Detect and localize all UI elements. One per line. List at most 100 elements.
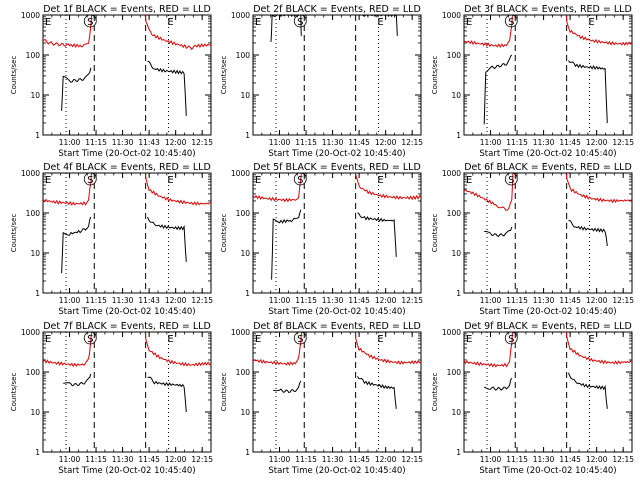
x-tick-label: 12:00 (375, 296, 397, 305)
plot-frame (42, 172, 212, 294)
plot-frame (42, 331, 212, 453)
start-marker-circle (504, 14, 518, 28)
x-tick-label: 11:15 (506, 455, 528, 464)
series-group (464, 15, 632, 125)
start-marker-circle (83, 172, 97, 186)
y-tick-label: 1 (35, 131, 40, 140)
series-line-lld-1 (43, 173, 92, 206)
x-tick-label: 11:00 (269, 138, 291, 147)
y-tick-label: 1 (35, 448, 40, 457)
x-axis-title: Start Time (20-Oct-02 10:45:40) (479, 307, 616, 317)
end-marker-label: E (588, 334, 594, 345)
x-tick-label: 11:15 (506, 138, 528, 147)
plot-frame (252, 331, 422, 453)
x-tick-label: 11:30 (322, 296, 344, 305)
x-tick-label: 11:15 (295, 138, 317, 147)
y-tick-label: 100 (447, 368, 462, 377)
y-tick-label: 10 (30, 249, 40, 258)
series-group (43, 332, 211, 413)
x-tick-label: 11:30 (322, 455, 344, 464)
x-axis-title: Start Time (20-Oct-02 10:45:40) (268, 466, 405, 476)
y-tick-label: 1 (35, 289, 40, 298)
x-tick-label: 11:30 (533, 296, 555, 305)
start-marker-circle (293, 14, 307, 28)
series-line-lld-1 (253, 332, 302, 367)
y-tick-label: 1 (245, 448, 250, 457)
series-line-events-1 (484, 226, 513, 238)
end-marker-label: E (588, 17, 594, 28)
panel-title: Det 3f BLACK = Events, RED = LLD (464, 4, 632, 15)
x-axis-title: Start Time (20-Oct-02 10:45:40) (479, 466, 616, 476)
x-tick-label: 12:00 (165, 138, 187, 147)
left-end-marker-label: E (466, 17, 472, 28)
series-line-events-1 (61, 67, 92, 111)
y-axis-title: Counts/sec (10, 56, 18, 95)
series-line-lld-2 (354, 173, 421, 201)
start-marker-circle (504, 172, 518, 186)
start-marker-circle (293, 172, 307, 186)
x-tick-label: 12:15 (191, 455, 213, 464)
x-tick-label: 11:45 (348, 296, 370, 305)
y-tick-label: 1000 (231, 11, 250, 20)
left-end-marker-label: E (466, 175, 472, 186)
start-marker-circle (293, 331, 307, 345)
y-tick-label: 1 (456, 131, 461, 140)
x-tick-label: 11:15 (85, 296, 107, 305)
x-axis-title: Start Time (20-Oct-02 10:45:40) (268, 149, 405, 159)
panel-title: Det 4f BLACK = Events, RED = LLD (43, 162, 211, 173)
y-tick-label: 100 (447, 51, 462, 60)
y-tick-label: 10 (240, 91, 250, 100)
x-tick-label: 11:43 (138, 296, 160, 305)
y-tick-label: 10 (30, 408, 40, 417)
x-tick-label: 11:00 (269, 455, 291, 464)
y-tick-label: 1 (245, 289, 250, 298)
x-tick-label: 11:30 (322, 138, 344, 147)
start-marker-label: S (508, 175, 514, 186)
x-tick-label: 12:00 (165, 296, 187, 305)
x-tick-label: 12:15 (612, 138, 634, 147)
x-tick-label: 11:15 (85, 138, 107, 147)
y-tick-label: 1000 (442, 11, 461, 20)
x-tick-label: 11:30 (112, 296, 134, 305)
chart-panel-8: Det 8f BLACK = Events, RED = LLD Counts/s… (220, 321, 423, 476)
y-tick-label: 10 (240, 408, 250, 417)
series-line-events-2 (568, 219, 608, 247)
x-tick-label: 11:43 (138, 138, 160, 147)
x-tick-label: 12:00 (586, 138, 608, 147)
series-line-events-2 (147, 376, 187, 413)
y-tick-label: 1000 (21, 11, 40, 20)
x-tick-label: 11:00 (59, 138, 81, 147)
plot-frame (252, 172, 422, 294)
series-line-lld-2 (144, 15, 211, 51)
y-axis-title: Counts/sec (220, 56, 228, 95)
series-line-events-2 (147, 60, 187, 116)
panel-title: Det 2f BLACK = Events, RED = LLD (253, 4, 421, 15)
plot-frame (463, 331, 633, 453)
y-tick-label: 1000 (442, 328, 461, 337)
y-tick-label: 100 (26, 209, 41, 218)
x-tick-label: 11:00 (269, 296, 291, 305)
series-line-events-2 (357, 212, 397, 257)
x-tick-label: 11:30 (533, 138, 555, 147)
x-tick-label: 11:45 (559, 455, 581, 464)
series-line-lld-2 (565, 332, 632, 366)
start-marker-label: S (87, 17, 93, 28)
x-tick-label: 11:15 (295, 455, 317, 464)
x-tick-label: 12:00 (586, 455, 608, 464)
series-line-events-2 (147, 216, 187, 262)
end-marker-label: E (167, 17, 173, 28)
series-line-events-1 (271, 209, 302, 280)
series-line-events-1 (61, 216, 92, 274)
y-axis-title: Counts/sec (10, 373, 18, 412)
x-tick-label: 12:00 (586, 296, 608, 305)
start-marker-label: S (508, 17, 514, 28)
series-line-lld-1 (464, 173, 514, 211)
x-tick-label: 11:00 (59, 455, 81, 464)
y-tick-label: 1 (245, 131, 250, 140)
series-line-events-2 (357, 376, 397, 409)
panel-title: Det 6f BLACK = Events, RED = LLD (464, 162, 632, 173)
chart-panel-1: Det 1f BLACK = Events, RED = LLD Counts/s… (10, 4, 213, 159)
x-tick-label: 11:30 (112, 455, 134, 464)
x-axis-title: Start Time (20-Oct-02 10:45:40) (58, 149, 195, 159)
